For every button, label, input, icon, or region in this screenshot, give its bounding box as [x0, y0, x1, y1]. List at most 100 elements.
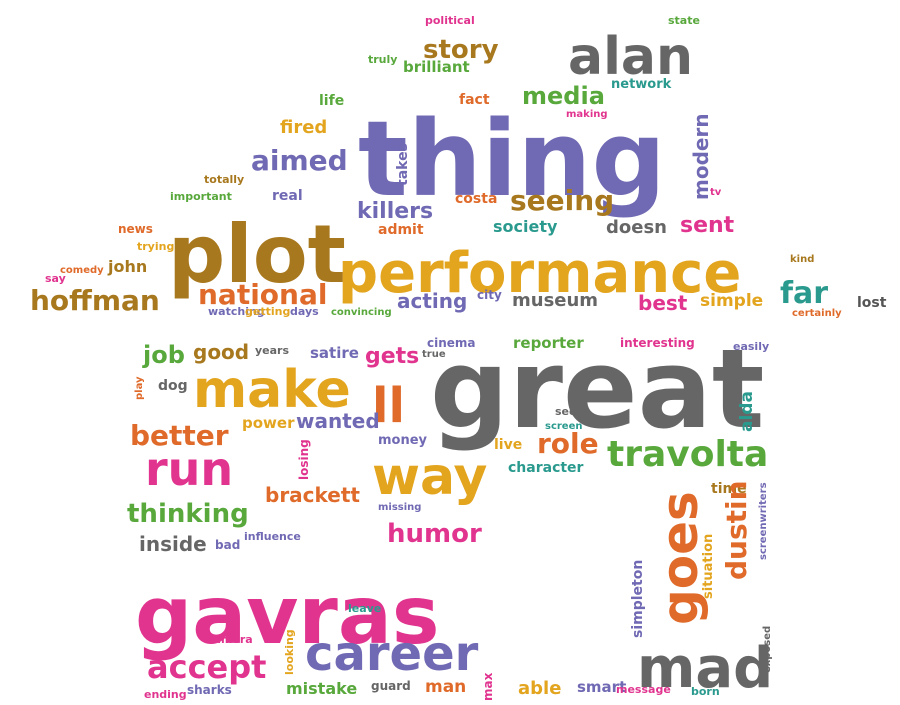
word-comedy: comedy — [60, 265, 104, 276]
word-fired: fired — [280, 117, 327, 138]
word-gavras: gavras — [135, 569, 439, 662]
word-bad: bad — [215, 538, 240, 552]
word-fact: fact — [459, 92, 490, 108]
word-wanted: wanted — [296, 409, 380, 433]
word-alan: alan — [568, 27, 693, 87]
word-run: run — [145, 442, 233, 496]
word-guard: guard — [371, 679, 411, 693]
word-sharks: sharks — [187, 683, 232, 697]
word-leave: leave — [348, 602, 381, 615]
word-days: days — [290, 305, 319, 318]
word-losing: losing — [297, 439, 311, 480]
word-screen: screen — [545, 421, 583, 432]
word-dog: dog — [158, 378, 188, 394]
word-simpleton: simpleton — [630, 560, 646, 638]
word-far: far — [780, 276, 828, 311]
word-cinema: cinema — [427, 336, 476, 350]
word-screenwriters: screenwriters — [758, 482, 769, 560]
word-role: role — [537, 427, 599, 460]
word-city: city — [477, 288, 502, 302]
word-humor: humor — [387, 519, 482, 549]
word-satire: satire — [310, 344, 359, 362]
word-power: power — [242, 414, 295, 432]
word-costa: costa — [455, 191, 497, 207]
word-exposed: exposed — [762, 626, 773, 673]
word-plot: plot — [168, 208, 346, 301]
word-true: true — [422, 349, 446, 360]
word-situation: situation — [701, 534, 716, 599]
word-gets: gets — [365, 344, 419, 369]
word-state: state — [668, 14, 700, 27]
word-live: live — [494, 437, 522, 453]
word-society: society — [493, 217, 558, 236]
word-looking: looking — [283, 629, 296, 675]
word-reporter: reporter — [513, 334, 584, 352]
word-money: money — [378, 433, 428, 448]
word-alda: alda — [737, 391, 757, 432]
word-lost: lost — [857, 295, 887, 311]
word-national: national — [198, 278, 327, 311]
word-trying: trying — [137, 240, 174, 253]
word-thinking: thinking — [127, 499, 249, 529]
word-watching: watching — [208, 305, 265, 318]
word-way: way — [372, 447, 487, 507]
word-character: character — [508, 460, 584, 476]
word-able: able — [518, 678, 561, 699]
word-killers: killers — [357, 199, 433, 224]
word-ll: ll — [372, 378, 405, 434]
word-ending: ending — [144, 688, 187, 701]
word-truly: truly — [368, 53, 397, 66]
word-story: story — [423, 35, 499, 65]
word-missing: missing — [378, 502, 421, 513]
word-takes: takes — [395, 143, 411, 186]
word-getting: getting — [245, 305, 290, 318]
word-dustin: dustin — [720, 480, 753, 580]
word-seeing: seeing — [510, 184, 614, 217]
word-museum: museum — [512, 290, 598, 311]
word-doesn: doesn — [606, 217, 667, 238]
word-interesting: interesting — [620, 336, 695, 350]
word-man: man — [425, 677, 466, 697]
word-important: important — [170, 190, 232, 203]
word-kind: kind — [790, 254, 814, 265]
word-brackett: brackett — [265, 483, 360, 507]
word-years: years — [255, 344, 289, 357]
word-admit: admit — [378, 222, 424, 238]
word-great: great — [430, 325, 764, 453]
word-tv: tv — [710, 187, 722, 198]
word-political: political — [425, 14, 475, 27]
word-life: life — [319, 93, 344, 109]
word-john: john — [107, 257, 147, 276]
word-totally: totally — [204, 173, 244, 186]
word-acting: acting — [397, 289, 467, 313]
word-better: better — [130, 419, 229, 452]
word-make: make — [193, 360, 351, 420]
word-born: born — [691, 685, 720, 698]
word-inside: inside — [139, 532, 207, 556]
word-play: play — [134, 376, 145, 400]
word-accept: accept — [147, 648, 266, 686]
word-smart: smart — [577, 678, 626, 696]
word-camera: camera — [207, 633, 253, 646]
word-aimed: aimed — [251, 144, 348, 177]
word-easily: easily — [733, 340, 769, 353]
word-thing: thing — [358, 98, 666, 220]
word-best: best — [638, 291, 688, 315]
word-news: news — [118, 222, 153, 236]
word-brilliant: brilliant — [403, 58, 470, 76]
word-sent: sent — [680, 213, 735, 238]
word-making: making — [566, 109, 608, 120]
word-travolta: travolta — [607, 434, 768, 475]
word-say: say — [45, 272, 66, 285]
word-mad: mad — [637, 636, 773, 701]
word-network: network — [611, 77, 672, 92]
word-seen: seen — [555, 405, 584, 418]
word-modern: modern — [689, 113, 713, 200]
word-certainly: certainly — [792, 308, 842, 319]
word-hoffman: hoffman — [30, 284, 160, 317]
word-message: message — [616, 683, 671, 696]
word-max: max — [481, 672, 495, 701]
word-convincing: convincing — [331, 307, 392, 318]
word-career: career — [305, 626, 479, 682]
